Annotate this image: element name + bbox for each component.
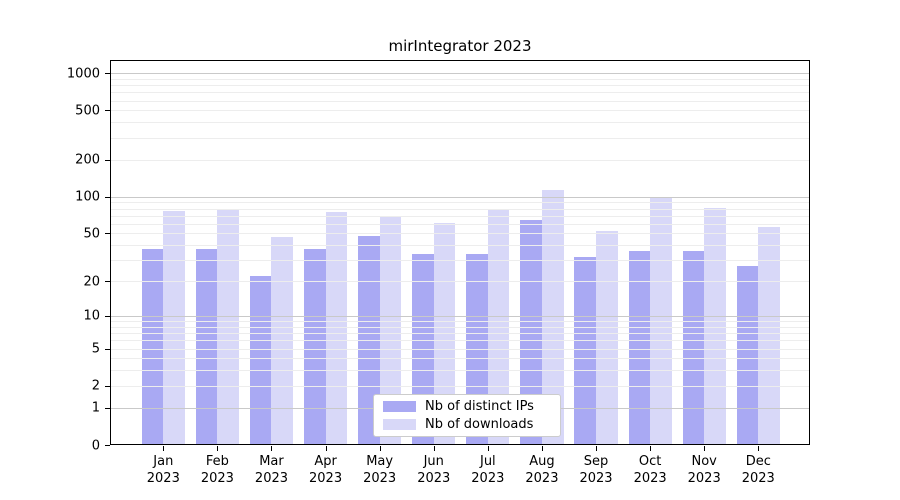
plot-area bbox=[110, 60, 810, 445]
bar-ips-jan bbox=[141, 249, 164, 445]
chart-title: mirIntegrator 2023 bbox=[388, 37, 532, 55]
legend: Nb of distinct IPs Nb of downloads bbox=[373, 394, 561, 437]
x-tick-label-dec: Dec 2023 bbox=[741, 454, 775, 486]
y-tick-mark bbox=[105, 385, 110, 387]
x-tick-mark bbox=[704, 446, 706, 451]
legend-swatch-downloads bbox=[383, 419, 416, 430]
y-tick-label: 50 bbox=[83, 226, 100, 242]
y-tick-label: 20 bbox=[83, 274, 100, 290]
bar-ips-apr bbox=[303, 249, 326, 445]
legend-swatch-ips bbox=[383, 401, 416, 412]
bar-ips-mar bbox=[249, 276, 272, 445]
y-tick-label: 10 bbox=[83, 308, 100, 324]
y-tick-mark bbox=[105, 233, 110, 235]
x-tick-mark bbox=[650, 446, 652, 451]
bars-layer bbox=[110, 60, 810, 445]
y-tick-label: 500 bbox=[75, 103, 100, 119]
x-tick-mark bbox=[271, 446, 273, 451]
y-tick-label: 5 bbox=[91, 341, 100, 357]
y-tick-label: 0 bbox=[91, 438, 100, 453]
bar-downloads-mar bbox=[271, 236, 294, 445]
x-tick-mark bbox=[758, 446, 760, 451]
bar-ips-dec bbox=[736, 265, 759, 445]
x-tick-mark bbox=[379, 446, 381, 451]
y-tick-mark bbox=[105, 281, 110, 283]
y-tick-mark bbox=[105, 348, 110, 350]
y-tick-label: 100 bbox=[75, 189, 100, 205]
y-tick-mark bbox=[105, 196, 110, 198]
bar-downloads-jan bbox=[163, 211, 185, 445]
x-tick-mark bbox=[433, 446, 435, 451]
legend-label-ips: Nb of distinct IPs bbox=[425, 398, 534, 414]
bar-downloads-may bbox=[379, 216, 402, 445]
x-tick-label-oct: Oct 2023 bbox=[633, 454, 667, 486]
y-tick-mark bbox=[105, 407, 110, 409]
x-tick-label-apr: Apr 2023 bbox=[309, 454, 343, 486]
x-tick-label-sep: Sep 2023 bbox=[579, 454, 613, 486]
y-tick-mark bbox=[105, 73, 110, 75]
x-tick-label-nov: Nov 2023 bbox=[687, 454, 721, 486]
x-tick-label-jun: Jun 2023 bbox=[417, 454, 451, 486]
bar-downloads-dec bbox=[758, 227, 780, 445]
legend-label-downloads: Nb of downloads bbox=[425, 416, 534, 432]
x-tick-mark bbox=[487, 446, 489, 451]
x-tick-mark bbox=[217, 446, 219, 451]
y-tick-mark bbox=[105, 315, 110, 317]
legend-row-ips: Nb of distinct IPs bbox=[383, 398, 551, 414]
bar-downloads-apr bbox=[325, 211, 348, 445]
y-tick-mark bbox=[105, 159, 110, 161]
legend-row-downloads: Nb of downloads bbox=[383, 416, 551, 432]
y-tick-mark bbox=[105, 110, 110, 112]
bar-ips-aug bbox=[520, 220, 542, 445]
x-tick-label-may: May 2023 bbox=[363, 454, 397, 486]
bar-ips-nov bbox=[682, 250, 705, 445]
x-tick-label-jan: Jan 2023 bbox=[146, 454, 180, 486]
x-tick-label-aug: Aug 2023 bbox=[525, 454, 559, 486]
x-tick-label-feb: Feb 2023 bbox=[200, 454, 234, 486]
x-tick-mark bbox=[163, 446, 165, 451]
bar-downloads-sep bbox=[596, 231, 618, 445]
y-tick-label: 200 bbox=[75, 152, 100, 168]
bar-ips-sep bbox=[574, 256, 596, 445]
bar-ips-feb bbox=[195, 249, 218, 445]
y-tick-label: 1000 bbox=[66, 66, 100, 82]
x-tick-label-mar: Mar 2023 bbox=[254, 454, 289, 486]
bar-downloads-aug bbox=[541, 189, 564, 445]
x-tick-mark bbox=[325, 446, 327, 451]
bar-downloads-feb bbox=[217, 209, 239, 445]
y-tick-mark bbox=[105, 445, 110, 446]
bar-ips-oct bbox=[628, 250, 651, 445]
x-tick-mark bbox=[596, 446, 598, 451]
x-tick-label-jul: Jul 2023 bbox=[471, 454, 505, 486]
x-tick-mark bbox=[541, 446, 543, 451]
y-tick-label: 1 bbox=[91, 400, 100, 416]
y-tick-label: 2 bbox=[91, 378, 100, 394]
bar-downloads-oct bbox=[650, 196, 672, 445]
bar-downloads-nov bbox=[704, 207, 726, 445]
